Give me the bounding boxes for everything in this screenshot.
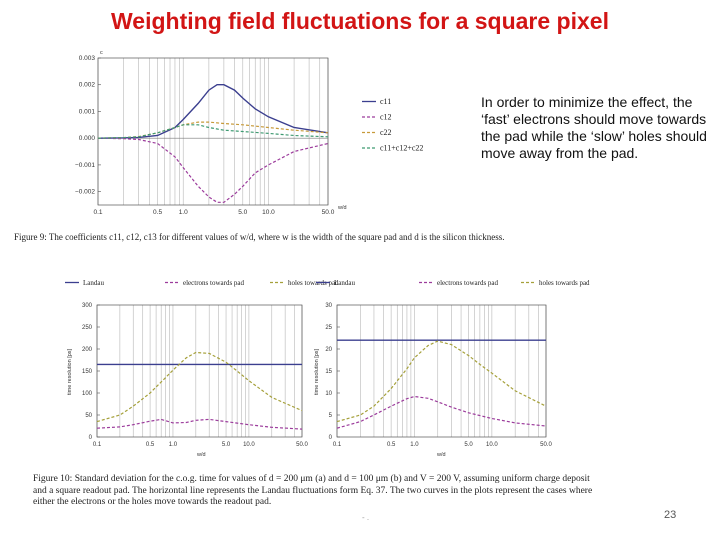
y-axis-label: time resolution [ps]	[67, 348, 73, 395]
y-tick-label: 0.001	[79, 108, 96, 115]
x-tick-label: 5.0	[238, 209, 247, 216]
x-tick-label: 10.0	[243, 442, 255, 448]
x-tick-label: 50.0	[296, 442, 308, 448]
series-line-c11-c12-c22	[97, 124, 329, 139]
series-line-electrons-towards-pad	[96, 418, 303, 430]
y-tick-label: −0.001	[75, 162, 95, 169]
y-tick-label: 0.002	[79, 82, 96, 89]
y-tick-label: 30	[325, 303, 332, 309]
legend-label-electrons-towards-pad: electrons towards pad	[183, 279, 245, 287]
legend-label-c11: c11	[380, 97, 391, 106]
x-tick-label: 1.0	[410, 442, 419, 448]
grid	[97, 58, 329, 205]
x-axis-label: w/d	[337, 205, 347, 211]
x-tick-label: 5.0	[222, 442, 231, 448]
x-tick-label: 0.1	[93, 442, 102, 448]
figure-9-caption: Figure 9: The coefficients c11, c12, c13…	[14, 232, 505, 242]
x-tick-label: 10.0	[262, 209, 275, 216]
y-axis-label: c	[100, 50, 103, 56]
y-tick-label: 300	[82, 303, 93, 309]
y-tick-label: 20	[325, 347, 332, 353]
x-tick-label: 1.0	[169, 442, 178, 448]
legend-label-holes-towards-pad: holes towards pad	[288, 279, 339, 287]
plot-frame	[336, 304, 547, 438]
y-tick-label: 100	[82, 391, 93, 397]
slide-title: Weighting field fluctuations for a squar…	[111, 8, 609, 34]
y-tick-label: 5	[329, 413, 333, 419]
y-tick-label: 0.000	[79, 135, 96, 142]
legend-label-c12: c12	[380, 113, 392, 122]
series-line-holes-towards-pad	[336, 340, 547, 423]
x-tick-label: 5.0	[464, 442, 473, 448]
y-tick-label: −0.002	[75, 189, 95, 196]
series-line-c12	[97, 137, 329, 203]
x-tick-label: 0.5	[153, 209, 162, 216]
x-axis-label: w/d	[436, 452, 446, 458]
x-tick-label: 1.0	[179, 209, 188, 216]
legend-label-landau: Landau	[83, 279, 104, 287]
legend-label-c11-c12-c22: c11+c12+c22	[380, 144, 423, 153]
legend-label-landau: Landau	[334, 279, 355, 287]
y-tick-label: 10	[325, 391, 332, 397]
series-line-electrons-towards-pad	[336, 395, 547, 429]
series-line-holes-towards-pad	[96, 351, 303, 423]
explanation-text: In order to minimize the effect, the ‘fa…	[481, 94, 707, 161]
x-tick-label: 10.0	[486, 442, 498, 448]
series-line-c11	[97, 83, 329, 139]
y-tick-label: 0	[329, 435, 333, 441]
legend-label-holes-towards-pad: holes towards pad	[539, 279, 590, 287]
y-tick-label: 25	[325, 325, 332, 331]
x-tick-label: 50.0	[322, 209, 335, 216]
y-tick-label: 250	[82, 325, 93, 331]
x-tick-label: 50.0	[540, 442, 552, 448]
footer-marks: - .	[362, 513, 370, 522]
x-tick-label: 0.1	[333, 442, 342, 448]
y-tick-label: 15	[325, 369, 332, 375]
y-tick-label: 0.003	[79, 55, 96, 62]
grid	[336, 305, 547, 437]
plot-frame	[97, 57, 329, 206]
legend-label-c22: c22	[380, 128, 392, 137]
x-tick-label: 0.5	[387, 442, 396, 448]
y-axis-label: time resolution [ps]	[314, 348, 320, 395]
x-axis-label: w/d	[196, 452, 206, 458]
y-tick-label: 50	[85, 413, 92, 419]
x-tick-label: 0.1	[93, 209, 102, 216]
y-tick-label: 0	[89, 435, 93, 441]
y-tick-label: 200	[82, 347, 93, 353]
y-tick-label: 150	[82, 369, 93, 375]
x-tick-label: 0.5	[146, 442, 155, 448]
page-number: 23	[664, 509, 677, 521]
figure-10-caption: Figure 10: Standard deviation for the c.…	[33, 474, 593, 507]
legend-label-electrons-towards-pad: electrons towards pad	[437, 279, 499, 287]
